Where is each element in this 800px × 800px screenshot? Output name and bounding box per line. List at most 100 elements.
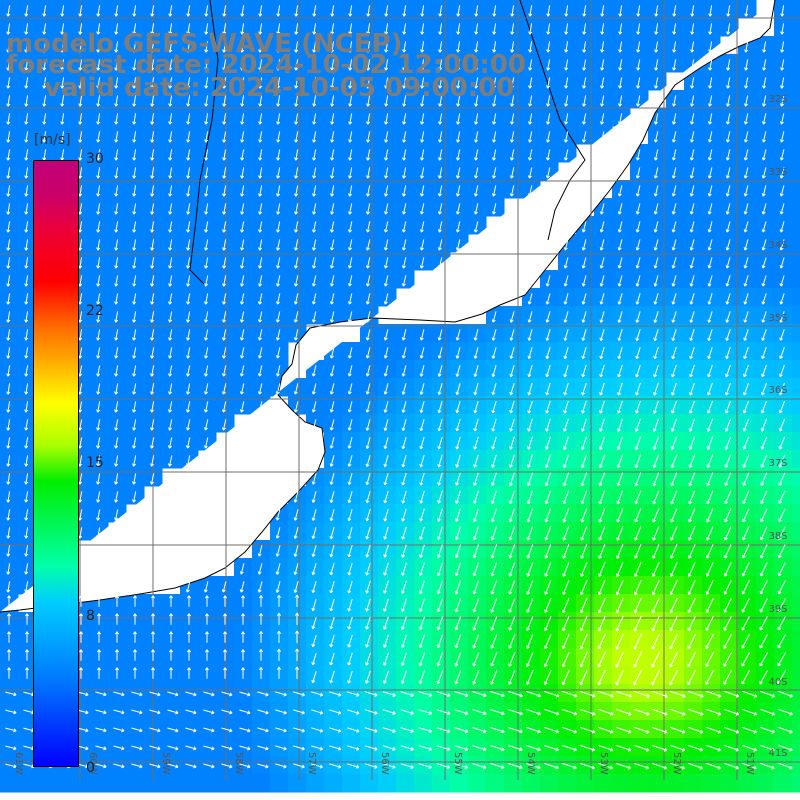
wind-arrow — [276, 666, 282, 679]
wind-arrow — [437, 472, 443, 486]
wind-arrow — [348, 5, 353, 17]
wind-arrow — [311, 293, 317, 305]
wind-arrow — [204, 221, 209, 233]
wind-arrow — [633, 633, 642, 650]
wind-arrow — [760, 400, 767, 414]
wind-arrow — [671, 113, 677, 125]
wind-arrow — [779, 185, 785, 197]
wind-arrow — [526, 490, 533, 505]
wind-arrow — [563, 257, 569, 269]
wind-arrow — [5, 691, 17, 697]
wind-arrow — [455, 185, 461, 197]
wind-arrow — [132, 329, 137, 341]
country-border — [189, 0, 219, 286]
wind-arrow — [382, 652, 389, 666]
wind-arrow — [6, 95, 11, 107]
wind-arrow — [707, 221, 713, 233]
wind-arrow — [437, 185, 443, 197]
wind-arrow — [365, 652, 371, 666]
wind-arrow — [651, 669, 660, 686]
wind-arrow — [436, 580, 443, 595]
wind-arrow — [347, 598, 353, 612]
wind-arrow — [670, 400, 677, 414]
wind-arrow — [491, 203, 497, 215]
wind-arrow — [687, 744, 704, 752]
wind-arrow — [473, 167, 479, 179]
wind-arrow — [311, 763, 323, 769]
wind-arrow — [150, 473, 155, 485]
wind-arrow — [329, 562, 335, 576]
wind-arrow — [779, 221, 785, 233]
wind-arrow — [347, 490, 353, 504]
wind-arrow — [526, 726, 541, 734]
wind-arrow — [221, 419, 227, 431]
wind-arrow — [366, 185, 371, 197]
wind-arrow — [186, 275, 191, 287]
wind-arrow — [96, 509, 101, 521]
wind-arrow — [6, 631, 12, 643]
wind-arrow — [510, 131, 515, 143]
wind-arrow — [78, 131, 83, 143]
wind-arrow — [42, 149, 47, 161]
wind-arrow — [761, 113, 767, 125]
wind-arrow — [365, 670, 371, 684]
wind-arrow — [580, 544, 588, 559]
wind-arrow — [114, 329, 119, 341]
wind-arrow — [508, 616, 516, 631]
wind-arrow — [436, 544, 443, 558]
wind-arrow — [294, 185, 299, 197]
wind-arrow — [563, 329, 569, 341]
wind-arrow — [346, 691, 360, 697]
wind-arrow — [759, 598, 768, 613]
wind-arrow — [383, 347, 389, 359]
wind-arrow — [455, 347, 461, 359]
wind-arrow — [672, 23, 677, 35]
wind-arrow — [706, 436, 714, 450]
wind-arrow — [400, 598, 407, 612]
wind-arrow — [528, 41, 533, 53]
wind-arrow — [6, 509, 11, 521]
wind-arrow — [168, 5, 173, 17]
wind-arrow — [723, 562, 732, 577]
wind-arrow — [276, 221, 281, 233]
wind-arrow — [276, 203, 281, 215]
wind-arrow — [42, 131, 47, 143]
wind-arrow — [239, 763, 251, 769]
wind-arrow — [204, 185, 209, 197]
colorbar-tick-15: 15 — [86, 455, 104, 471]
wind-arrow — [599, 293, 605, 305]
wind-arrow — [383, 257, 389, 269]
wind-arrow — [204, 131, 209, 143]
wind-arrow — [222, 613, 228, 625]
wind-arrow — [437, 365, 443, 377]
lon-label: 59W — [160, 752, 171, 775]
wind-arrow — [474, 77, 479, 89]
wind-arrow — [186, 311, 191, 323]
wind-arrow — [329, 347, 335, 359]
wind-arrow — [168, 365, 173, 377]
wind-arrow — [437, 347, 443, 359]
wind-arrow — [707, 311, 713, 323]
wind-arrow — [689, 329, 695, 341]
wind-arrow — [167, 763, 179, 769]
wind-arrow — [150, 455, 155, 467]
wind-arrow — [329, 311, 335, 323]
wind-arrow — [185, 745, 197, 751]
wind-arrow — [113, 691, 125, 697]
wind-arrow — [95, 745, 107, 751]
wind-arrow — [96, 419, 101, 431]
wind-arrow — [204, 311, 209, 323]
wind-arrow — [582, 59, 587, 71]
wind-arrow — [760, 762, 775, 770]
wind-arrow — [365, 580, 371, 594]
wind-arrow — [420, 59, 425, 71]
wind-arrow — [150, 347, 155, 359]
wind-arrow — [490, 598, 498, 613]
wind-arrow — [707, 257, 713, 269]
wind-arrow — [204, 5, 209, 17]
wind-arrow — [6, 563, 11, 575]
wind-arrow — [492, 95, 497, 107]
wind-arrow — [455, 239, 461, 251]
wind-arrow — [203, 745, 215, 751]
wind-arrow — [687, 633, 696, 650]
